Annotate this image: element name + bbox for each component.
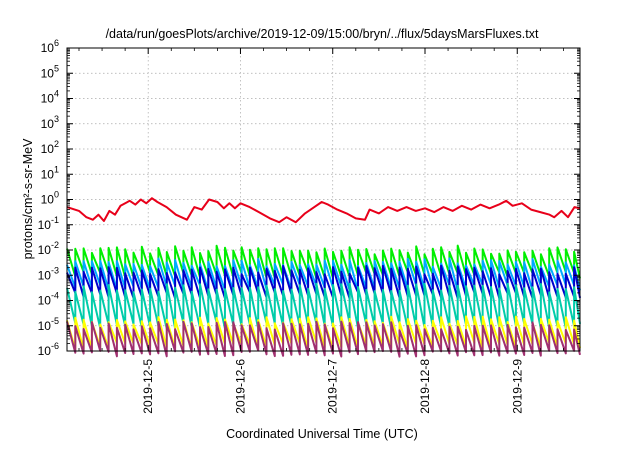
- x-tick-label: 2019-12-6: [233, 359, 247, 414]
- chart-title: /data/run/goesPlots/archive/2019-12-09/1…: [106, 27, 539, 41]
- y-axis-label: protons/cm²-s-sr-MeV: [21, 138, 35, 260]
- series-line-7: [66, 320, 581, 358]
- x-tick-label: 2019-12-7: [326, 359, 340, 414]
- x-axis-label: Coordinated Universal Time (UTC): [226, 427, 418, 441]
- x-tick-label: 2019-12-8: [418, 359, 432, 414]
- y-tick-label: 10-6: [38, 341, 59, 358]
- series-line-4: [66, 264, 581, 300]
- y-tick-label: 101: [41, 164, 59, 181]
- y-tick-label: 100: [41, 190, 59, 207]
- y-tick-label: 10-2: [38, 240, 59, 257]
- series-line-1: [66, 197, 581, 224]
- y-tick-label: 105: [41, 63, 59, 80]
- series-line-5: [66, 282, 581, 330]
- x-tick-label: 2019-12-9: [510, 359, 524, 414]
- axes: 10-6 10-5 10-4 10-3 10-2 10-1 100 101 102 103 104 1…: [38, 38, 581, 414]
- series-lines: [66, 197, 581, 358]
- y-tick-label: 10-4: [38, 291, 59, 308]
- x-tick-label: 2019-12-5: [141, 359, 155, 414]
- y-tick-label: 104: [41, 89, 59, 106]
- y-tick-label: 10-1: [38, 215, 59, 232]
- y-tick-label: 102: [41, 139, 59, 156]
- y-tick-label: 10-5: [38, 316, 59, 333]
- y-tick-label: 106: [41, 38, 59, 55]
- y-tick-label: 103: [41, 114, 59, 131]
- y-tick-label: 10-3: [38, 265, 59, 282]
